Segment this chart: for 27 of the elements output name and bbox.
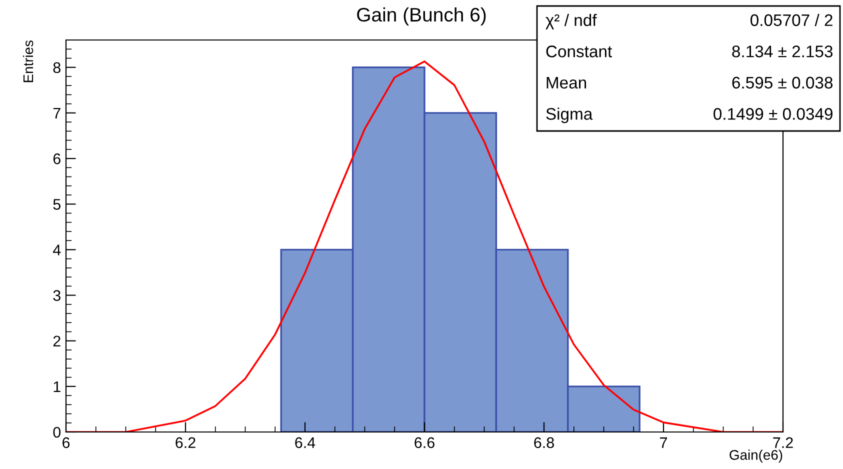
x-tick-label: 6.6: [414, 437, 434, 448]
annotation: Constant: [546, 46, 612, 58]
x-tick-label: 6.8: [534, 437, 554, 448]
annotation: 6.595 ± 0.038: [732, 76, 833, 89]
y-tick-label: 7: [53, 108, 60, 118]
chart-title: Gain (Bunch 6): [357, 7, 486, 26]
y-tick-label: 3: [53, 290, 60, 301]
text: 0.05707 / 2: [750, 14, 832, 26]
y-tick-label: 4: [52, 244, 61, 256]
annotation: 0.1499 ± 0.0349: [714, 108, 832, 120]
y-tick-label: 8: [53, 62, 60, 74]
x-axis-title: Gain(e6): [730, 450, 782, 463]
annotation: 8.134 ± 2.153: [732, 46, 833, 58]
y-tick-label: 5: [53, 199, 60, 210]
x-tick-label: 7: [660, 437, 667, 448]
text: χ² / ndf: [546, 14, 597, 30]
y-tick-label: 6: [53, 153, 60, 164]
y-axis-title: Entries: [22, 40, 34, 82]
annotation: Mean: [546, 76, 586, 89]
annotation: Sigma: [546, 108, 593, 124]
y-tick-label: 0: [53, 426, 61, 438]
x-tick-label: 6: [62, 437, 70, 448]
y-tick-label: 1: [54, 381, 60, 392]
x-tick-label: 7.2: [773, 437, 793, 448]
x-tick-label: 6.2: [176, 437, 196, 448]
y-tick-label: 2: [53, 336, 60, 346]
x-tick-label: 6.4: [295, 437, 316, 448]
